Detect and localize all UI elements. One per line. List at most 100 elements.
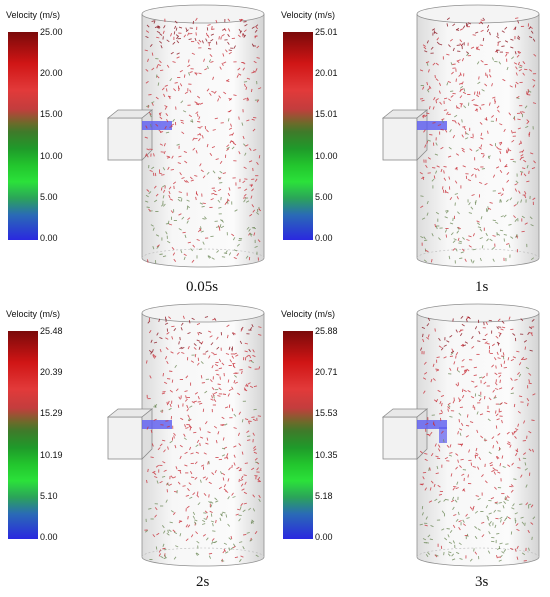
particle — [160, 187, 163, 191]
particle — [211, 90, 215, 93]
particle — [473, 366, 477, 369]
particle — [499, 150, 502, 155]
particle — [232, 362, 236, 365]
particle — [233, 427, 237, 429]
particle — [511, 507, 515, 510]
particle — [476, 94, 480, 98]
particle — [180, 322, 184, 326]
particle — [531, 419, 535, 422]
particle — [461, 394, 465, 399]
particle — [449, 415, 453, 418]
particle — [473, 91, 476, 95]
particle — [165, 131, 170, 134]
particle — [211, 192, 215, 195]
particle — [238, 28, 242, 33]
particle — [163, 150, 166, 155]
particle — [213, 353, 217, 356]
particle — [459, 432, 462, 436]
particle — [470, 206, 474, 210]
particle — [225, 353, 230, 355]
particle — [255, 554, 259, 557]
particle — [242, 180, 246, 184]
particle — [522, 72, 525, 76]
particle — [190, 470, 193, 475]
particle — [455, 352, 459, 356]
particle — [444, 129, 448, 133]
particle — [462, 126, 466, 128]
particle — [447, 404, 451, 408]
particle — [211, 352, 215, 355]
particle — [493, 357, 497, 361]
tick-label: 0.00 — [40, 233, 58, 243]
cylinder-scene — [106, 303, 265, 567]
particle — [210, 520, 215, 523]
particle — [253, 451, 258, 454]
particle — [471, 98, 475, 102]
particle — [455, 355, 457, 359]
particle — [152, 246, 155, 250]
particle — [170, 351, 174, 354]
particle — [463, 126, 466, 131]
particle — [424, 50, 428, 53]
particle — [256, 212, 260, 215]
particle — [192, 20, 195, 25]
particle — [478, 456, 482, 460]
particle — [210, 39, 214, 42]
particle — [155, 123, 159, 127]
particle — [211, 365, 214, 369]
tick-label: 25.01 — [315, 27, 338, 37]
particle — [214, 497, 218, 501]
particle — [516, 96, 520, 99]
particle — [495, 146, 499, 150]
particle — [430, 46, 434, 50]
particle — [170, 475, 174, 479]
particle — [201, 40, 204, 44]
particle — [462, 488, 466, 492]
particle — [474, 551, 478, 555]
particle — [243, 199, 246, 203]
particle — [488, 451, 492, 455]
particle — [436, 165, 440, 168]
particle — [462, 488, 465, 492]
particle — [472, 34, 476, 36]
particle — [481, 534, 485, 538]
particle — [226, 148, 230, 152]
particle — [436, 356, 440, 359]
particle — [256, 467, 259, 471]
particle — [469, 506, 473, 510]
particle — [456, 60, 460, 64]
particle — [199, 227, 202, 232]
particle — [178, 213, 182, 216]
particle — [209, 152, 213, 156]
particle — [155, 96, 159, 100]
particle — [205, 477, 209, 481]
particle — [432, 106, 435, 110]
particle — [451, 558, 456, 561]
particle — [146, 24, 150, 28]
particle — [505, 199, 509, 203]
particle — [515, 523, 519, 527]
particle — [168, 407, 172, 411]
particle — [233, 462, 236, 466]
particle — [446, 82, 449, 86]
particle — [455, 383, 459, 387]
particle — [494, 486, 497, 490]
particle — [467, 316, 471, 320]
particle — [476, 222, 481, 226]
particle — [221, 256, 226, 258]
particle — [156, 532, 160, 536]
tick-label: 20.01 — [315, 68, 338, 78]
particle — [481, 89, 485, 92]
particle — [233, 352, 237, 355]
particle — [228, 346, 231, 351]
particle — [156, 65, 159, 69]
particle — [455, 167, 458, 171]
particle — [169, 198, 174, 201]
particle — [513, 204, 517, 207]
particle — [424, 458, 428, 462]
particle — [254, 245, 258, 248]
particle — [162, 543, 165, 547]
particle — [243, 34, 247, 38]
particle — [173, 556, 177, 560]
particle — [434, 31, 438, 35]
